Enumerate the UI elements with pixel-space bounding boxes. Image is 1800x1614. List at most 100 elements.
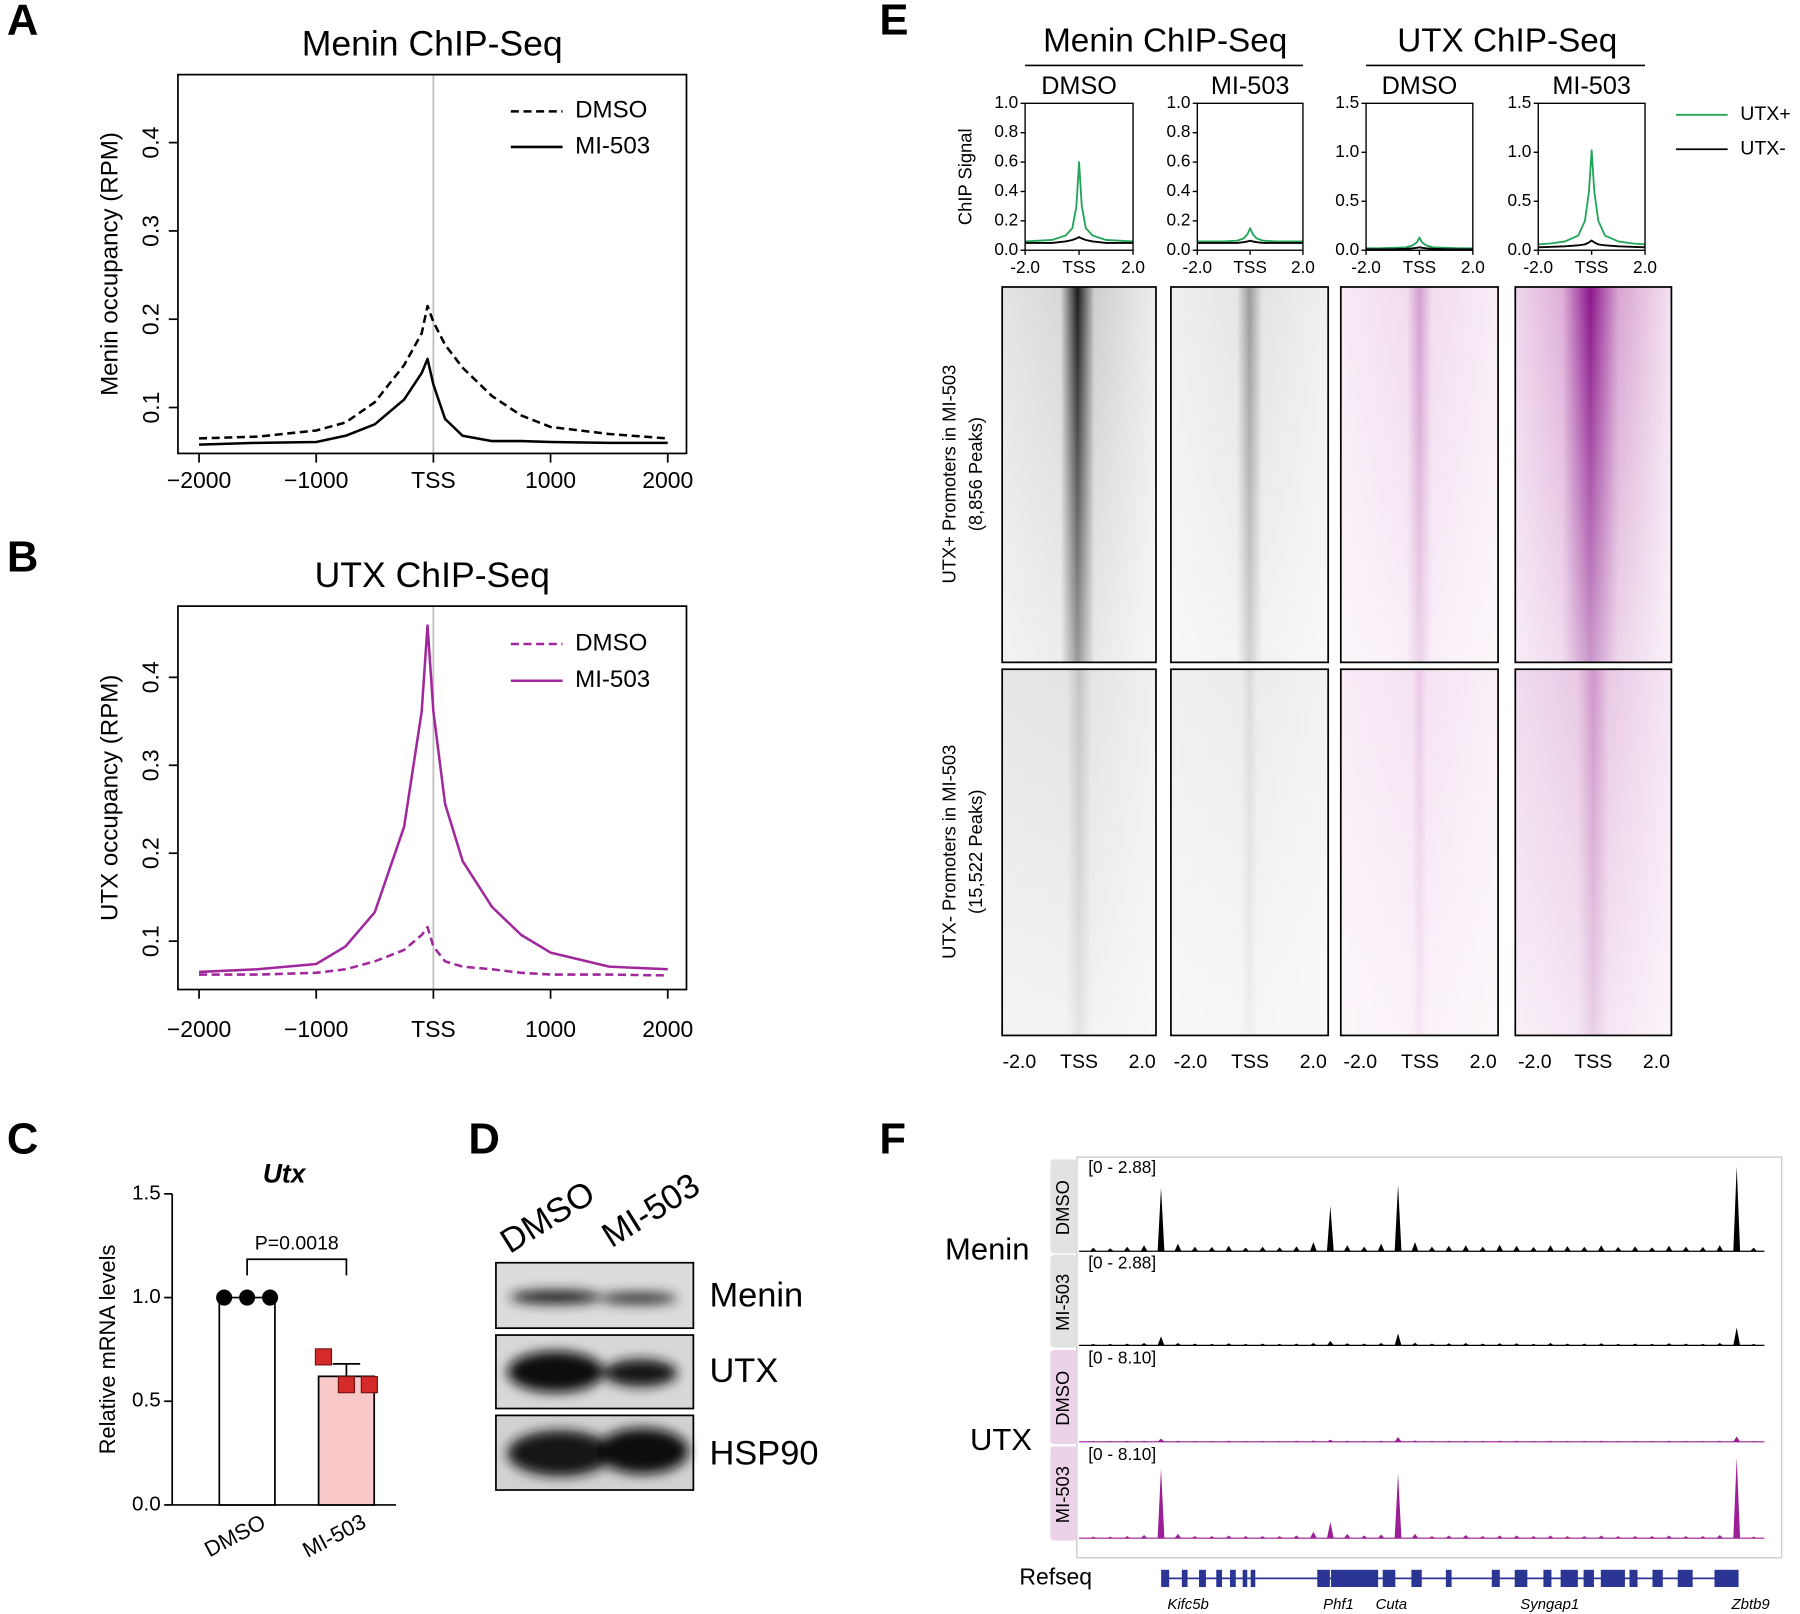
signal-peak [1394, 1184, 1402, 1252]
x-tick-label: TSS [1060, 1051, 1098, 1073]
signal-peak [1547, 1245, 1554, 1252]
signal-peak [1648, 1440, 1656, 1442]
signal-peak [1123, 1536, 1131, 1539]
signal-peak [1276, 1343, 1283, 1346]
signal-peak [1089, 1343, 1097, 1346]
x-tick-label: 2.0 [1121, 257, 1145, 277]
data-line [1025, 236, 1134, 244]
x-tick-label: TSS [1574, 1051, 1612, 1073]
track-group: UTX [970, 1422, 1032, 1457]
signal-peak [1428, 1246, 1436, 1252]
signal-peak [1462, 1342, 1470, 1346]
y-tick-label: 0.2 [994, 209, 1018, 229]
heatmap-frames [1001, 286, 1673, 1037]
signal-peak [1360, 1535, 1368, 1539]
row-label: (15,522 Peaks) [965, 790, 986, 915]
plot-frame [1537, 102, 1646, 251]
x-tick-label: 1000 [525, 1016, 576, 1042]
signal-peak [1140, 1440, 1148, 1442]
signal-peak [1530, 1440, 1537, 1442]
signal-peak [1089, 1247, 1097, 1252]
signal-peak [1394, 1333, 1402, 1346]
data-line [198, 624, 668, 974]
signal-peak [1513, 1245, 1520, 1252]
signal-peak [1631, 1536, 1639, 1539]
data-point [314, 1348, 333, 1366]
signal-peak [1682, 1343, 1690, 1346]
signal-peak [1428, 1440, 1436, 1442]
signal-peak [1106, 1440, 1114, 1442]
signal-peak [1276, 1440, 1283, 1442]
signal-peak [1563, 1440, 1571, 1442]
signal-peak [1360, 1246, 1368, 1252]
gene-label: Zbtb9 [1731, 1596, 1770, 1613]
signal-peak [1225, 1245, 1233, 1252]
signal-peak [1496, 1440, 1504, 1442]
signal-peak [1411, 1533, 1419, 1539]
signal-peak [1513, 1440, 1520, 1442]
x-tick-label: −2000 [167, 1016, 231, 1042]
plot-frame [1365, 102, 1474, 251]
signal-peak [1682, 1246, 1690, 1252]
y-tick-label: 0.5 [1335, 190, 1359, 210]
signal-peak [1614, 1343, 1622, 1346]
signal-peak [1563, 1536, 1571, 1539]
panel-labels: A B C D E F [7, 0, 909, 1164]
x-tick-label: 1000 [525, 467, 576, 493]
row-label: UTX+ Promoters in MI-503 [938, 365, 959, 584]
signal-peak [1428, 1343, 1436, 1346]
track-tab [1050, 1349, 1077, 1445]
signal-peak [1597, 1245, 1605, 1252]
signal-peak [1563, 1246, 1571, 1252]
legend-label: UTX- [1740, 137, 1786, 159]
signal-peak [1733, 1327, 1741, 1346]
y-tick-label: 0.0 [994, 239, 1018, 259]
track-range: [0 - 8.10] [1088, 1348, 1156, 1368]
signal-peak [1394, 1473, 1402, 1539]
signal-peak [1310, 1531, 1317, 1539]
signal-peak [1225, 1440, 1233, 1442]
group-header: Menin ChIP-Seq [1043, 22, 1287, 59]
signal-peak [1140, 1245, 1148, 1252]
gene-label: Phf1 [1323, 1596, 1354, 1613]
signal-peak [1242, 1440, 1250, 1442]
signal-peak [1513, 1535, 1520, 1539]
y-tick-label: 0.8 [994, 121, 1018, 141]
signal-peak [1445, 1535, 1453, 1539]
y-tick-label: 0.1 [138, 392, 164, 424]
signal-peak [1377, 1534, 1385, 1539]
y-tick-label: 1.5 [132, 1181, 161, 1204]
signal-peak [1276, 1247, 1283, 1252]
band-label: HSP90 [709, 1435, 818, 1473]
signal-peak [1191, 1343, 1199, 1346]
signal-peak [1496, 1244, 1504, 1252]
signal-peak [1174, 1533, 1182, 1539]
signal-peak [1597, 1343, 1605, 1346]
panel-label: E [879, 0, 908, 44]
y-tick-label: 0.8 [1167, 121, 1191, 141]
signal-peak [1225, 1343, 1233, 1346]
x-tick-label: TSS [1062, 257, 1095, 277]
y-tick-label: 1.0 [1167, 92, 1191, 112]
track-sample: MI-503 [1052, 1274, 1073, 1331]
signal-peak [1563, 1343, 1571, 1346]
signal-peak [1479, 1536, 1487, 1539]
heatmap-panel: Menin ChIP-Seq UTX ChIP-Seq UTX+ Promote… [938, 22, 1673, 1073]
x-tick-label: 2.0 [1643, 1051, 1670, 1073]
signal-peak [1462, 1440, 1470, 1442]
signal-peak [1174, 1440, 1182, 1442]
signal-peak [1479, 1440, 1487, 1442]
signal-peak [1343, 1343, 1351, 1346]
y-tick-label: 0.2 [1167, 209, 1191, 229]
x-tick-label: -2.0 [1174, 1051, 1208, 1073]
signal-peak [1716, 1535, 1724, 1539]
signal-peak [1242, 1247, 1250, 1252]
signal-peak [1191, 1246, 1199, 1252]
y-tick-label: 1.0 [1335, 141, 1359, 161]
signal-peak [1665, 1343, 1673, 1346]
legend-label: DMSO [575, 97, 647, 124]
signal-peak [1310, 1440, 1317, 1442]
signal-peak [1174, 1342, 1182, 1346]
signal-peak [1242, 1536, 1250, 1539]
